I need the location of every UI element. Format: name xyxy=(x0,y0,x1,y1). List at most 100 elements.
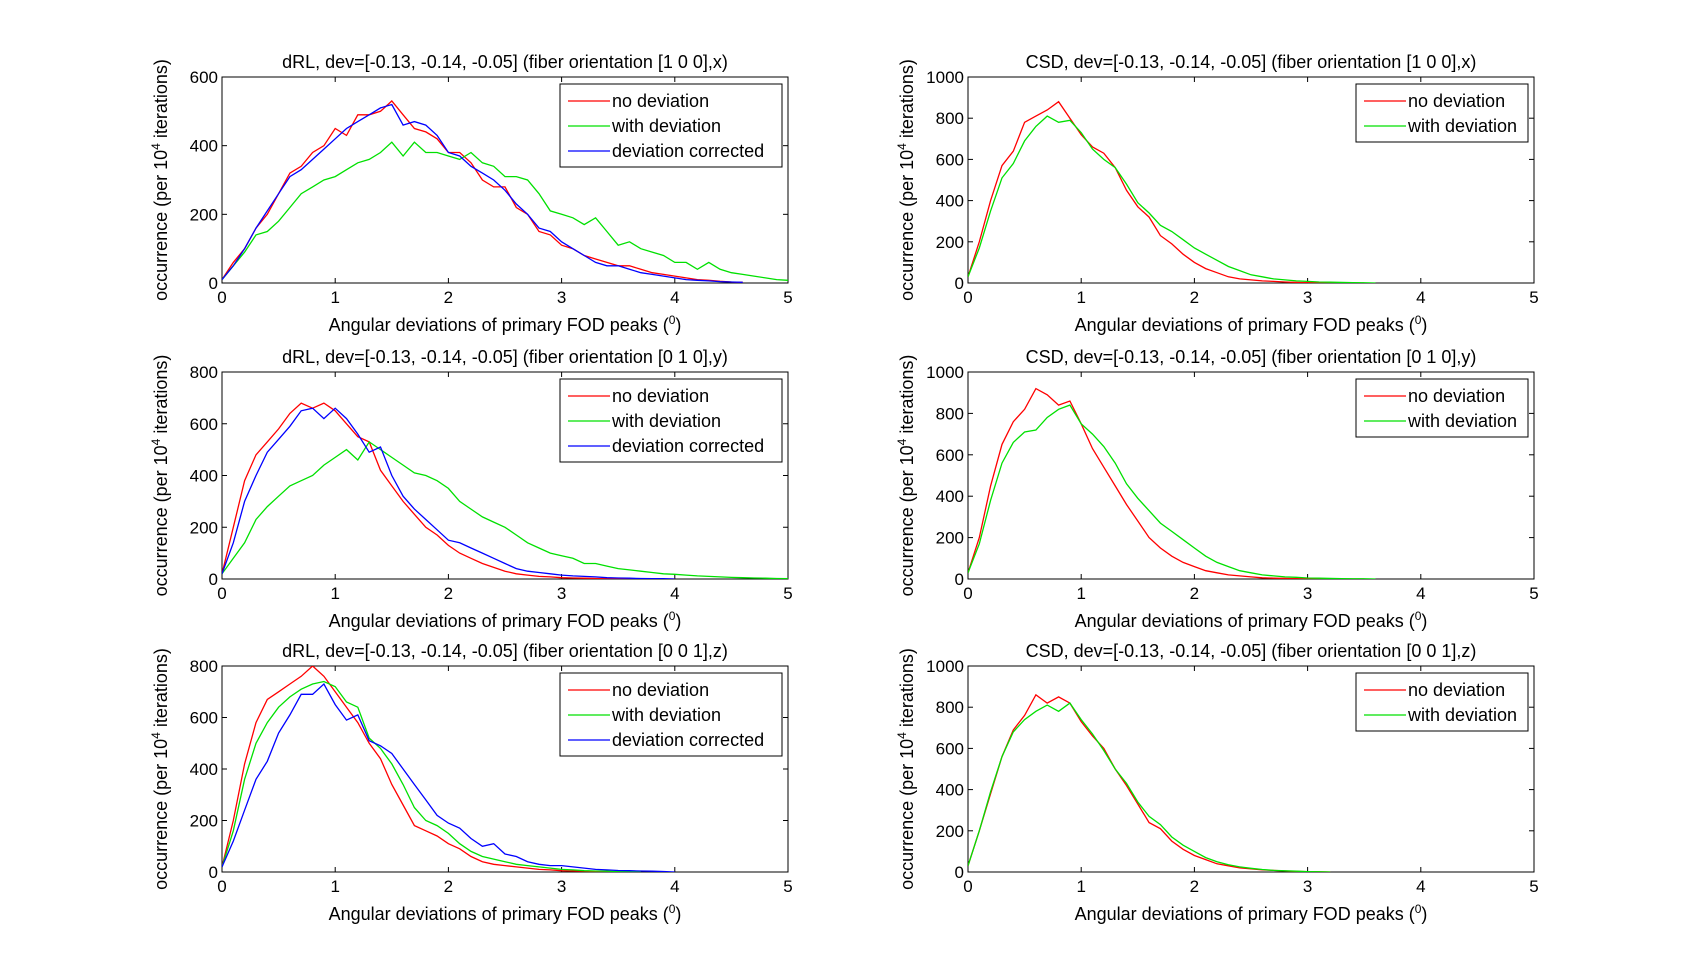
legend: no deviation with deviation xyxy=(1355,83,1529,143)
y-tick-label: 800 xyxy=(936,698,964,717)
y-axis-label-end: iterations) xyxy=(897,59,917,143)
legend-label: with deviation xyxy=(1407,411,1517,431)
y-tick-label: 800 xyxy=(936,109,964,128)
x-tick-label: 3 xyxy=(557,288,566,307)
legend-label: with deviation xyxy=(611,411,721,431)
x-tick-label: 1 xyxy=(1076,288,1085,307)
series-line-no-deviation xyxy=(968,387,1365,579)
x-tick-label: 3 xyxy=(1303,877,1312,896)
y-axis-label-sup: 4 xyxy=(895,438,909,445)
y-axis-label-text: occurrence (per 10 xyxy=(897,445,917,596)
x-axis-label: Angular deviations of primary FOD peaks … xyxy=(1075,609,1428,631)
x-axis-label-end: ) xyxy=(1421,315,1427,335)
y-tick-label: 0 xyxy=(955,570,964,589)
y-tick-label: 200 xyxy=(190,812,218,831)
y-tick-label: 800 xyxy=(190,363,218,382)
y-tick-label: 1000 xyxy=(926,363,964,382)
legend: no deviation with deviation deviation corr… xyxy=(559,83,783,168)
y-tick-label: 400 xyxy=(190,467,218,486)
legend-label: no deviation xyxy=(612,91,709,111)
y-axis-label: occurrence (per 104 iterations) xyxy=(895,648,917,890)
y-axis-label-sup: 4 xyxy=(149,732,163,739)
x-tick-label: 5 xyxy=(783,877,792,896)
series-line-with-deviation xyxy=(968,702,1331,872)
y-tick-label: 0 xyxy=(209,274,218,293)
x-axis-label: Angular deviations of primary FOD peaks … xyxy=(329,609,682,631)
legend-label: no deviation xyxy=(612,386,709,406)
x-axis-label-sup: 0 xyxy=(669,313,676,327)
legend-box xyxy=(1355,672,1529,732)
x-axis-label-text: Angular deviations of primary FOD peaks … xyxy=(1075,904,1415,924)
x-axis-label-text: Angular deviations of primary FOD peaks … xyxy=(1075,611,1415,631)
legend-label: with deviation xyxy=(1407,116,1517,136)
chart-title: CSD, dev=[-0.13, -0.14, -0.05] (fiber or… xyxy=(1026,52,1477,72)
x-tick-label: 2 xyxy=(1190,877,1199,896)
x-tick-label: 0 xyxy=(963,584,972,603)
series-line-deviation-corrected xyxy=(222,407,675,579)
x-tick-label: 4 xyxy=(670,584,679,603)
series-line-no-deviation xyxy=(222,666,630,872)
y-axis-label-sup: 4 xyxy=(895,143,909,150)
chart-panel-1: 0 1 2 3 4 5 0 200 400 600 dRL, dev=[-0.13, -0.14, … xyxy=(149,52,793,335)
x-axis-label-sup: 0 xyxy=(669,609,676,623)
y-axis-label-text: occurrence (per 10 xyxy=(897,150,917,301)
y-tick-label: 0 xyxy=(955,863,964,882)
y-axis-label: occurrence (per 104 iterations) xyxy=(149,59,171,301)
y-tick-label: 400 xyxy=(190,137,218,156)
legend-box xyxy=(1355,83,1529,143)
y-axis-label: occurrence (per 104 iterations) xyxy=(895,59,917,301)
x-tick-label: 4 xyxy=(670,288,679,307)
y-tick-label: 1000 xyxy=(926,68,964,87)
x-axis-label-end: ) xyxy=(1421,904,1427,924)
x-tick-label: 4 xyxy=(1416,584,1425,603)
series-line-no-deviation xyxy=(222,100,743,283)
legend-label: no deviation xyxy=(612,680,709,700)
x-tick-label: 0 xyxy=(963,288,972,307)
y-axis-label-end: iterations) xyxy=(151,59,171,143)
x-tick-label: 1 xyxy=(330,877,339,896)
series-line-no-deviation xyxy=(222,402,675,579)
x-tick-label: 3 xyxy=(1303,288,1312,307)
series-line-deviation-corrected xyxy=(222,682,675,872)
series-line-no-deviation xyxy=(968,100,1365,283)
legend-label: no deviation xyxy=(1408,680,1505,700)
y-axis-label-sup: 4 xyxy=(149,438,163,445)
y-axis-label-text: occurrence (per 10 xyxy=(897,739,917,890)
y-axis-label: occurrence (per 104 iterations) xyxy=(149,648,171,890)
y-tick-label: 200 xyxy=(936,822,964,841)
x-axis-label-sup: 0 xyxy=(1415,902,1422,916)
chart-panel-4: 0 1 2 3 4 5 0 200 400 600 800 1000 CSD, dev=[-0.13, … xyxy=(895,347,1539,631)
x-axis-label-end: ) xyxy=(1421,611,1427,631)
y-axis-label-end: iterations) xyxy=(151,648,171,732)
y-tick-label: 600 xyxy=(190,68,218,87)
chart-panel-6: 0 1 2 3 4 5 0 200 400 600 800 1000 CSD, dev=[-0.13, … xyxy=(895,641,1539,924)
legend-label: no deviation xyxy=(1408,386,1505,406)
y-axis-label-end: iterations) xyxy=(897,355,917,439)
series-line-deviation-corrected xyxy=(222,103,743,283)
legend: no deviation with deviation deviation corr… xyxy=(559,672,783,757)
x-tick-label: 0 xyxy=(963,877,972,896)
x-axis-label: Angular deviations of primary FOD peaks … xyxy=(329,313,682,335)
x-axis-label: Angular deviations of primary FOD peaks … xyxy=(1075,902,1428,924)
chart-panel-3: 0 1 2 3 4 5 0 200 400 600 800 dRL, dev=[-0.13, -0.1… xyxy=(149,347,793,631)
x-axis-label-sup: 0 xyxy=(669,902,676,916)
y-tick-label: 600 xyxy=(936,446,964,465)
y-tick-label: 600 xyxy=(936,150,964,169)
x-tick-label: 2 xyxy=(444,877,453,896)
x-tick-label: 3 xyxy=(557,877,566,896)
legend: no deviation with deviation deviation corr… xyxy=(559,378,783,463)
x-axis-label: Angular deviations of primary FOD peaks … xyxy=(1075,313,1428,335)
legend-label: no deviation xyxy=(1408,91,1505,111)
y-axis-label-end: iterations) xyxy=(897,648,917,732)
x-tick-label: 4 xyxy=(670,877,679,896)
legend-box xyxy=(1355,378,1529,438)
x-axis-label-text: Angular deviations of primary FOD peaks … xyxy=(1075,315,1415,335)
y-tick-label: 600 xyxy=(190,415,218,434)
x-tick-label: 0 xyxy=(217,584,226,603)
x-tick-label: 1 xyxy=(330,288,339,307)
legend-label: deviation corrected xyxy=(612,730,764,750)
x-axis-label-text: Angular deviations of primary FOD peaks … xyxy=(329,611,669,631)
legend: no deviation with deviation xyxy=(1355,378,1529,438)
y-tick-label: 200 xyxy=(936,529,964,548)
x-tick-label: 4 xyxy=(1416,877,1425,896)
